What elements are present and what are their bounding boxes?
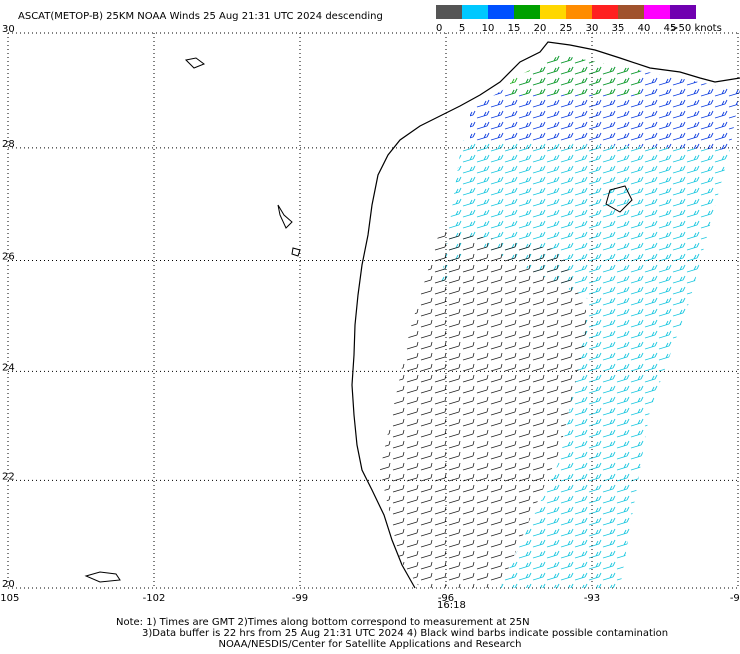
lat-label: 28: [2, 139, 15, 150]
coastline: [351, 41, 740, 589]
note: Note: 1) Times are GMT 2)Times along bot…: [116, 617, 530, 628]
map-title: ASCAT(METOP-B) 25KM NOAA Winds 25 Aug 21…: [18, 11, 383, 22]
legend-label: 0: [436, 23, 442, 34]
legend-label: 30: [586, 23, 599, 34]
lon-label: -96: [438, 593, 454, 604]
lon-label: -99: [292, 593, 308, 604]
legend-swatch: [540, 5, 566, 19]
legend-swatch: [618, 5, 644, 19]
legend-label: 35: [612, 23, 625, 34]
legend-label: 10: [482, 23, 495, 34]
legend-label: 5: [459, 23, 465, 34]
legend-label: 45: [664, 23, 677, 34]
wind-swath: [380, 55, 740, 588]
legend-swatch: [514, 5, 540, 19]
island: [291, 247, 301, 257]
island: [184, 57, 206, 69]
legend-swatch: [592, 5, 618, 19]
legend-swatch: [670, 5, 696, 19]
lat-label: 30: [2, 24, 15, 35]
legend-label: 15: [508, 23, 521, 34]
lon-label: -102: [143, 593, 166, 604]
legend-swatch: [644, 5, 670, 19]
lat-label: 24: [2, 362, 15, 373]
time-label: 16:18: [437, 600, 466, 611]
lon-label: -90: [730, 593, 740, 604]
lat-label: 20: [2, 579, 15, 590]
legend-swatch: [488, 5, 514, 19]
lat-label: 26: [2, 252, 15, 263]
legend-swatch: [436, 5, 462, 19]
island: [605, 185, 633, 213]
lon-label: -93: [584, 593, 600, 604]
legend-label: >50 knots: [670, 23, 722, 34]
island: [84, 571, 121, 583]
lat-label: 22: [2, 471, 15, 482]
legend-label: 40: [638, 23, 651, 34]
note: 3)Data buffer is 22 hrs from 25 Aug 21:3…: [142, 628, 668, 639]
island: [277, 204, 293, 229]
note: NOAA/NESDIS/Center for Satellite Applica…: [218, 639, 521, 650]
legend-label: 20: [534, 23, 547, 34]
legend-swatch: [566, 5, 592, 19]
lon-label: -105: [0, 593, 19, 604]
legend-label: 25: [560, 23, 573, 34]
legend-swatch: [462, 5, 488, 19]
